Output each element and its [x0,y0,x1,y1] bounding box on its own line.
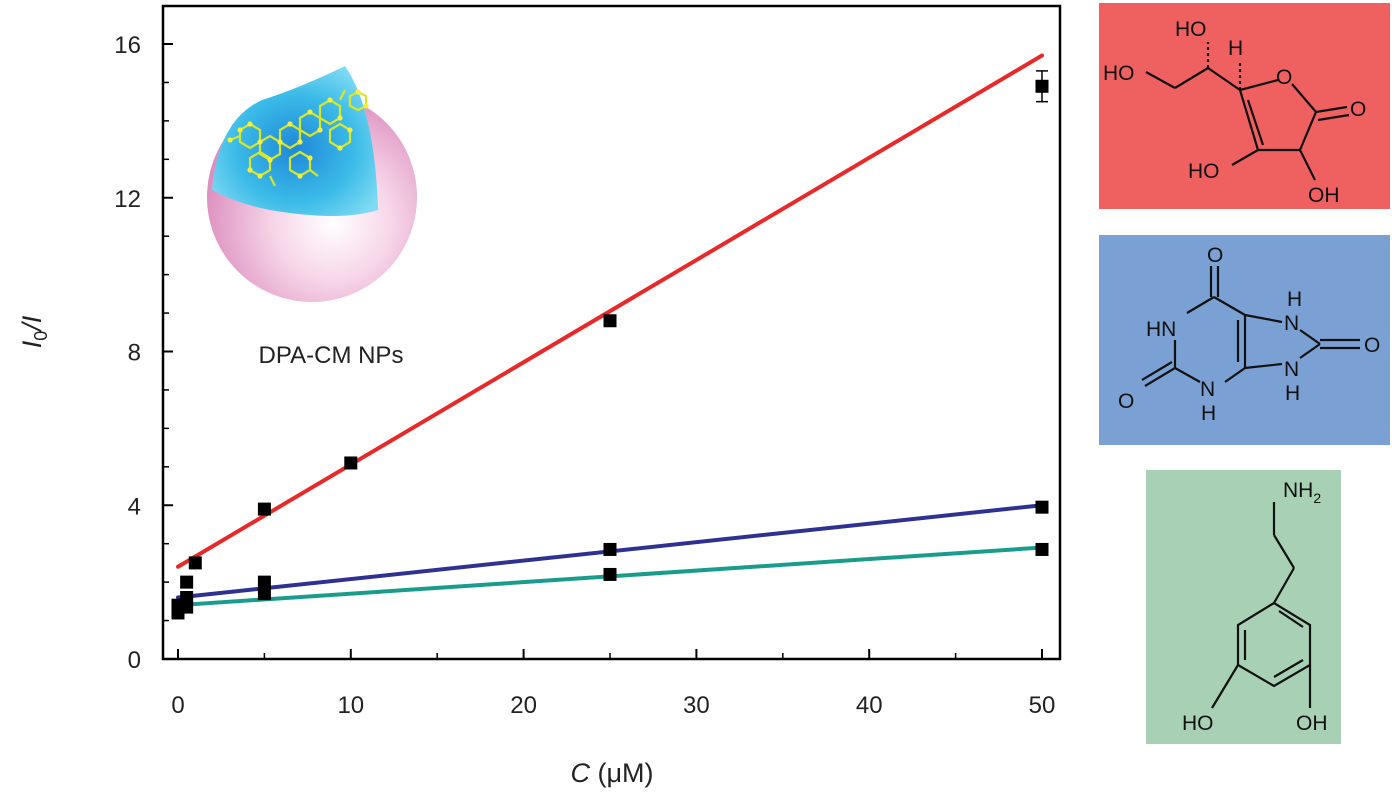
label-o-ring: O [1276,66,1292,89]
label-o-right: O [1364,334,1380,357]
data-point-series-3 [180,600,194,614]
x-tick-label: 20 [510,692,537,719]
data-point-series-3 [1035,542,1049,556]
label-o-left: O [1118,390,1134,413]
label-hn: HN [1146,318,1176,341]
x-tick-label: 0 [171,692,184,719]
data-point-series-1 [188,556,202,570]
y-tick-label: 8 [128,340,141,367]
x-axis-label: C (μM) [570,758,653,788]
data-point-series-1 [344,456,358,470]
label-ho: HO [1182,712,1214,735]
label-oh: OH [1296,712,1328,735]
data-point-series-2 [603,542,617,556]
data-point-series-1 [603,314,617,328]
label-n-top: N [1284,312,1299,335]
data-point-series-3 [603,567,617,581]
label-n-left: N [1200,378,1215,401]
label-ho-left: HO [1103,62,1135,85]
ascorbic-acid-structure: HO H HO O O HO OH [1099,3,1390,209]
y-tick-label: 0 [128,647,141,674]
data-point-series-2 [1035,500,1049,514]
x-tick-label: 40 [856,692,883,719]
data-point-series-1 [180,575,194,589]
label-o-top: O [1207,244,1223,267]
label-n-right: N [1284,358,1299,381]
y-tick-label: 16 [114,32,141,59]
x-tick-label: 50 [1029,692,1056,719]
label-h-top: H [1287,288,1302,311]
fit-line-1 [176,53,1044,569]
label-nh2: NH2 [1283,479,1321,506]
label-o-carbonyl: O [1350,98,1366,121]
y-tick-label: 12 [114,186,141,213]
y-axis-ticks: 0 4 8 12 16 [114,32,173,674]
inset-label: DPA-CM NPs [259,342,404,369]
label-h: H [1228,37,1243,60]
label-ho-bottom: HO [1188,160,1220,183]
x-axis-ticks: 0 10 20 30 40 50 [171,649,1055,719]
y-axis-label: I0/I [17,315,51,348]
data-points [171,70,1049,620]
chart: 0 10 20 30 40 50 0 4 8 12 16 C (μM) I0/I [17,4,1062,788]
dye-atoms [227,89,369,179]
x-tick-label: 10 [337,692,364,719]
data-point-series-2 [257,575,271,589]
label-ho-top: HO [1175,18,1207,41]
label-h-right: H [1285,382,1300,405]
plot-frame [161,4,1062,661]
data-point-series-3 [257,587,271,601]
dopamine-structure: NH2 HO OH [1146,470,1341,744]
x-tick-label: 30 [683,692,710,719]
data-point-series-1 [257,502,271,516]
y-tick-label: 4 [128,493,141,520]
data-point-series-1 [1035,79,1049,93]
nanoparticle-illustration: DPA-CM NPs [207,66,417,369]
label-oh-bottom: OH [1308,184,1340,207]
uric-acid-structure: O HN H N O O N H N H [1099,235,1390,445]
nanoparticle-core [212,66,378,216]
label-h-left: H [1201,402,1216,425]
dopamine-panel [1146,470,1341,744]
